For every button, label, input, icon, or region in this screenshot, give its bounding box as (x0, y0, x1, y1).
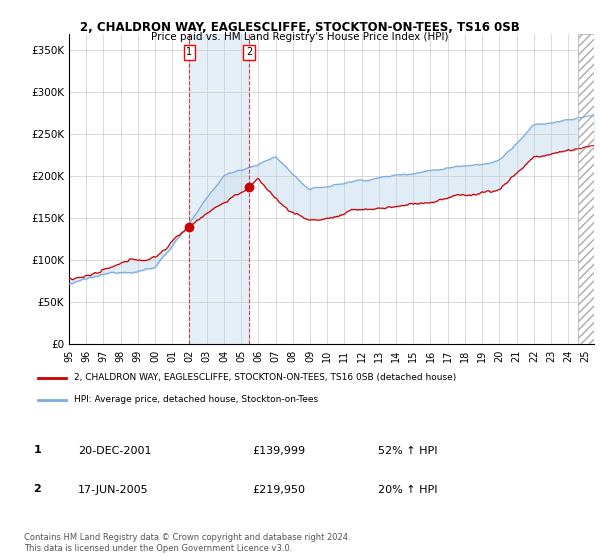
Text: 1: 1 (187, 47, 193, 57)
Text: Price paid vs. HM Land Registry's House Price Index (HPI): Price paid vs. HM Land Registry's House … (151, 32, 449, 43)
Text: HPI: Average price, detached house, Stockton-on-Tees: HPI: Average price, detached house, Stoc… (74, 395, 319, 404)
Bar (578, 34, 594, 344)
Text: This data is licensed under the Open Government Licence v3.0.: This data is licensed under the Open Gov… (24, 544, 292, 553)
Text: 17-JUN-2005: 17-JUN-2005 (78, 485, 149, 495)
Text: 2: 2 (246, 47, 252, 57)
Text: 52% ↑ HPI: 52% ↑ HPI (378, 446, 437, 456)
Text: £139,999: £139,999 (252, 446, 305, 456)
Bar (190, 34, 249, 344)
Text: 1: 1 (34, 445, 41, 455)
Text: £219,950: £219,950 (252, 485, 305, 495)
Text: Contains HM Land Registry data © Crown copyright and database right 2024.: Contains HM Land Registry data © Crown c… (24, 533, 350, 542)
Text: 2: 2 (34, 484, 41, 494)
Text: 2, CHALDRON WAY, EAGLESCLIFFE, STOCKTON-ON-TEES, TS16 0SB: 2, CHALDRON WAY, EAGLESCLIFFE, STOCKTON-… (80, 21, 520, 34)
Text: 20% ↑ HPI: 20% ↑ HPI (378, 485, 437, 495)
Text: 2, CHALDRON WAY, EAGLESCLIFFE, STOCKTON-ON-TEES, TS16 0SB (detached house): 2, CHALDRON WAY, EAGLESCLIFFE, STOCKTON-… (74, 373, 457, 382)
Text: 20-DEC-2001: 20-DEC-2001 (78, 446, 151, 456)
Bar (578, 34, 594, 344)
